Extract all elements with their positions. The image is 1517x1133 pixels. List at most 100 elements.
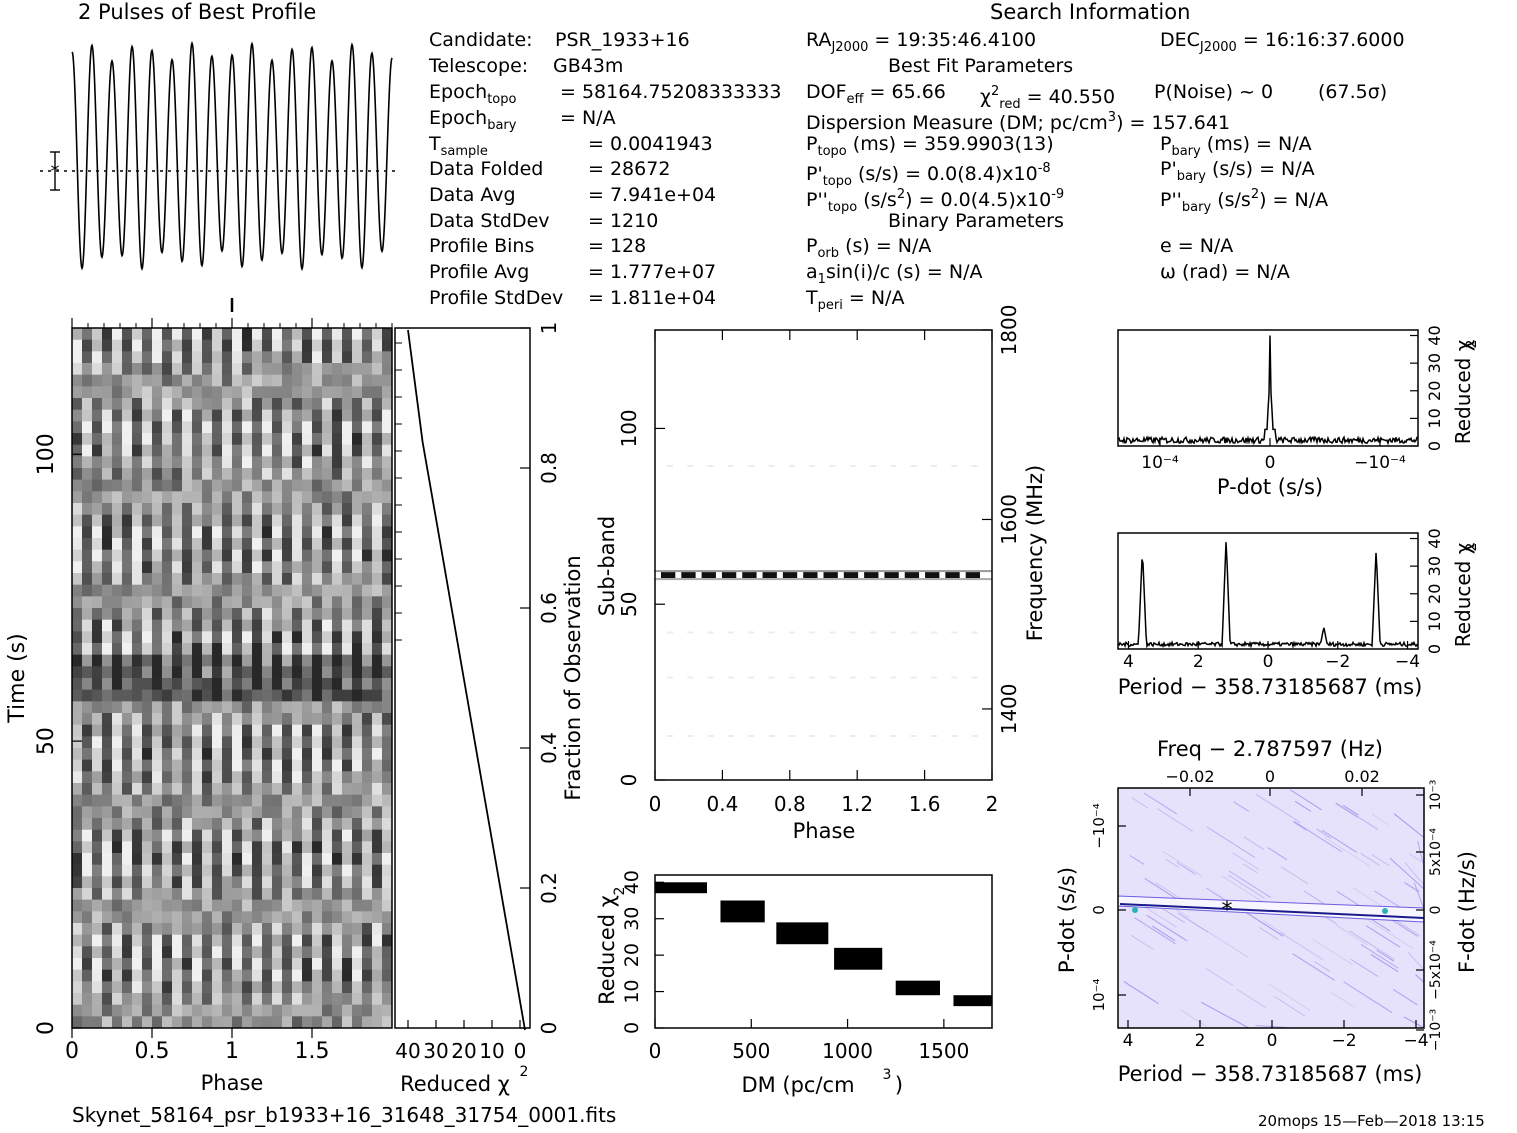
time-phase-cell [202, 829, 213, 842]
time-phase-cell [352, 514, 363, 527]
time-phase-cell [152, 701, 163, 714]
time-phase-cell [262, 374, 273, 387]
time-phase-cell [382, 363, 393, 376]
time-phase-cell [362, 514, 373, 527]
time-phase-cell [112, 608, 123, 621]
time-phase-cell [222, 468, 233, 481]
time-phase-cell [222, 561, 233, 574]
time-phase-cell [142, 328, 153, 341]
time-phase-cell [182, 619, 193, 632]
time-phase-cell [302, 923, 313, 936]
time-phase-cell [232, 806, 243, 819]
time-phase-cell [182, 351, 193, 364]
subband-faint-pulse [667, 676, 673, 679]
subband-faint-pulse [768, 676, 775, 679]
time-phase-cell [162, 444, 173, 457]
time-phase-cell [342, 1004, 353, 1017]
time-phase-cell [212, 456, 223, 469]
time-phase-cell [342, 946, 353, 959]
time-phase-cell [72, 666, 83, 679]
time-phase-cell [202, 678, 213, 691]
time-phase-cell [282, 503, 293, 516]
period-chi2-ytick-label: 20 [1425, 584, 1444, 604]
time-phase-cell [212, 596, 223, 609]
time-phase-cell [322, 818, 333, 831]
time-phase-cell [102, 771, 113, 784]
time-phase-cell [172, 771, 183, 784]
time-phase-cell [262, 993, 273, 1006]
time-phase-cell [102, 386, 113, 399]
time-phase-cell [262, 631, 273, 644]
time-phase-cell [292, 608, 303, 621]
time-phase-cell [312, 969, 323, 982]
time-phase-cell [142, 409, 153, 422]
time-phase-cell [282, 351, 293, 364]
time-phase-cell [242, 514, 253, 527]
time-phase-cell [82, 491, 93, 504]
time-phase-cell [322, 701, 333, 714]
time-phase-cell [102, 748, 113, 761]
time-phase-cell [82, 409, 93, 422]
profile-line [71, 40, 393, 272]
time-phase-cell [362, 573, 373, 586]
time-phase-cell [272, 864, 283, 877]
time-phase-cell [262, 911, 273, 924]
time-phase-cell [312, 374, 323, 387]
time-phase-cell [202, 911, 213, 924]
time-phase-cell [162, 503, 173, 516]
time-phase-cell [322, 619, 333, 632]
time-phase-cell [122, 1016, 133, 1029]
time-phase-cell [202, 619, 213, 632]
time-phase-cell [322, 864, 333, 877]
subband-bg [655, 330, 992, 780]
time-phase-cell [362, 608, 373, 621]
time-phase-cell [142, 444, 153, 457]
time-phase-cell [142, 993, 153, 1006]
time-phase-cell [152, 444, 163, 457]
time-phase-cell [232, 409, 243, 422]
time-phase-cell [282, 864, 293, 877]
time-phase-cell [292, 433, 303, 446]
time-phase-cell [232, 993, 243, 1006]
time-phase-cell [262, 771, 273, 784]
time-phase-cell [122, 911, 133, 924]
time-phase-cell [192, 549, 203, 562]
time-phase-cell [122, 444, 133, 457]
time-phase-cell [202, 876, 213, 889]
time-phase-cell [242, 1004, 253, 1017]
time-phase-cell [282, 911, 293, 924]
time-phase-cell [192, 713, 203, 726]
time-phase-cell [262, 958, 273, 971]
time-phase-cell [292, 888, 303, 901]
time-phase-cell [282, 993, 293, 1006]
time-phase-cell [102, 759, 113, 772]
time-phase-cell [202, 584, 213, 597]
dm-chi2-ytick-label: 20 [621, 943, 643, 967]
time-phase-cell [382, 608, 393, 621]
time-phase-cell [242, 736, 253, 749]
time-phase-cell [92, 468, 103, 481]
subband-faint-pulse [707, 631, 714, 634]
time-phase-cell [172, 351, 183, 364]
subband-faint-pulse [971, 676, 978, 679]
time-phase-cell [82, 363, 93, 376]
time-phase-cell [372, 561, 383, 574]
time-phase-cell [82, 619, 93, 632]
time-phase-cell [302, 561, 313, 574]
time-phase-cell [182, 608, 193, 621]
ppdot-y2tick-label: −10⁻³ [1428, 1009, 1444, 1052]
time-phase-cell [112, 759, 123, 772]
pdot-chi2-ytick-label: 0 [1425, 441, 1444, 451]
time-phase-cell [82, 631, 93, 644]
time-phase-cell [172, 853, 183, 866]
subband-xtick-label: 1.2 [841, 792, 873, 816]
time-phase-cell [242, 444, 253, 457]
time-phase-cell [352, 783, 363, 796]
time-phase-cell [152, 386, 163, 399]
time-phase-cell [272, 748, 283, 761]
time-phase-cell [162, 409, 173, 422]
time-phase-cell [182, 946, 193, 959]
time-phase-cell [272, 969, 283, 982]
time-phase-cell [192, 339, 203, 352]
time-phase-cell [152, 853, 163, 866]
